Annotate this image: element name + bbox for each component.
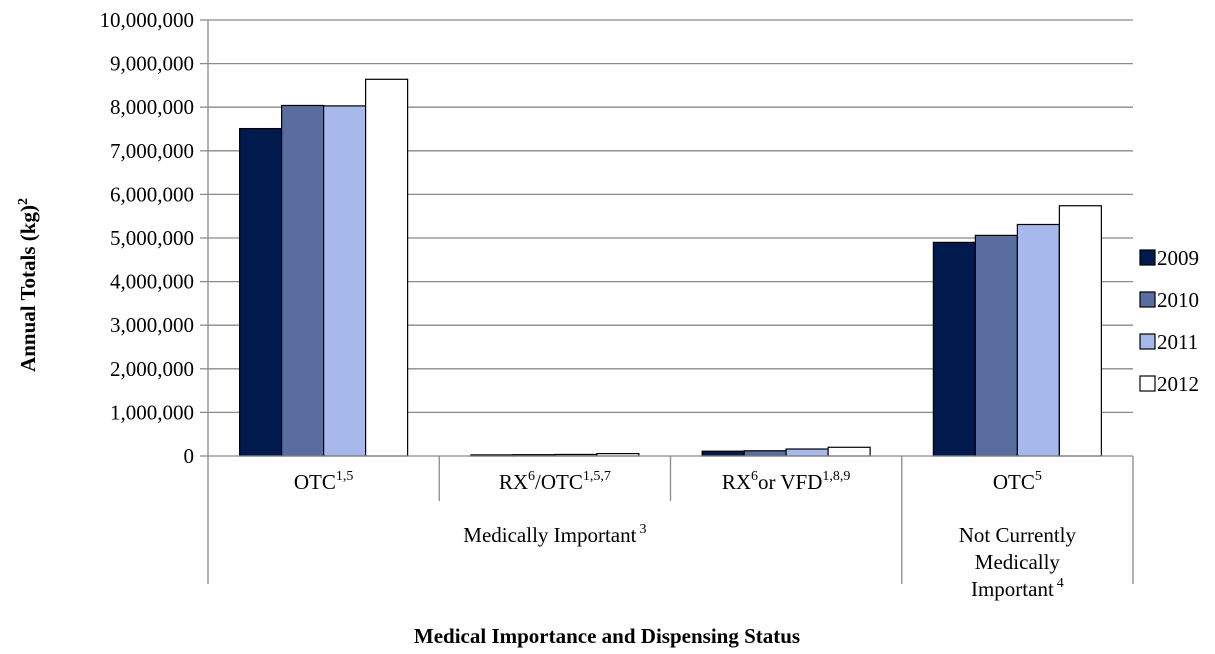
y-tick-label: 6,000,000 xyxy=(110,182,194,206)
y-tick-label: 8,000,000 xyxy=(110,95,194,119)
x-category-label: OTC5 xyxy=(993,469,1042,494)
x-group-label: Medically xyxy=(975,550,1061,574)
legend-swatch xyxy=(1139,375,1156,392)
bar-2011-cat0 xyxy=(323,105,367,457)
y-tick-label: 5,000,000 xyxy=(110,226,194,250)
y-tick-labels: 0 1,000,000 2,000,000 3,000,000 4,000,000 5,0… xyxy=(100,8,195,468)
bar-2010-cat2 xyxy=(743,450,787,457)
bar-2010-cat0 xyxy=(281,104,325,457)
y-tick-label: 10,000,000 xyxy=(100,8,195,32)
y-axis-label-superscript: 2 xyxy=(16,198,31,205)
y-tick-label: 7,000,000 xyxy=(110,139,194,163)
bar-2011-cat3 xyxy=(1016,223,1060,457)
y-tick-label: 9,000,000 xyxy=(110,52,194,76)
x-category-label: RX6/OTC1,5,7 xyxy=(499,469,611,494)
legend-label: 2010 xyxy=(1157,288,1199,312)
legend-label: 2011 xyxy=(1157,330,1198,354)
bar-2009-cat0 xyxy=(239,127,283,457)
y-tick-label: 2,000,000 xyxy=(110,357,194,381)
x-category-labels: OTC1,5 RX6/OTC1,5,7 RX6or VFD1,8,9 OTC5 xyxy=(294,469,1042,494)
bar-2012-cat3 xyxy=(1058,205,1102,457)
bar-2009-cat2 xyxy=(701,450,745,457)
y-axis-label: Annual Totals (kg)2 xyxy=(16,198,40,372)
y-tick-label: 3,000,000 xyxy=(110,313,194,337)
x-category-label: OTC1,5 xyxy=(294,469,354,494)
y-tick-label: 0 xyxy=(184,444,195,468)
bar-2011-cat2 xyxy=(785,448,829,457)
y-tick-label: 4,000,000 xyxy=(110,270,194,294)
bars xyxy=(239,78,1102,457)
x-category-label: RX6or VFD1,8,9 xyxy=(722,469,851,494)
legend-swatch xyxy=(1139,333,1156,350)
x-group-labels: Medically Important 3 Not Currently Medical… xyxy=(463,522,1076,601)
x-axis-label: Medical Importance and Dispensing Status xyxy=(414,624,800,648)
legend-swatch xyxy=(1139,291,1156,308)
bar-2012-cat0 xyxy=(365,78,409,457)
legend: 2009 2010 2011 2012 xyxy=(1139,246,1199,396)
x-group-label: Medically Important 3 xyxy=(463,522,646,547)
legend-swatch xyxy=(1139,249,1156,266)
bar-2009-cat3 xyxy=(932,241,976,457)
bar-2012-cat2 xyxy=(827,446,871,457)
axes xyxy=(200,19,1134,584)
y-tick-label: 1,000,000 xyxy=(110,400,194,424)
legend-label: 2009 xyxy=(1157,246,1199,270)
bar-2010-cat3 xyxy=(974,234,1018,457)
x-group-label: Important 4 xyxy=(971,576,1064,601)
legend-label: 2012 xyxy=(1157,372,1199,396)
x-group-label: Not Currently xyxy=(959,523,1077,547)
